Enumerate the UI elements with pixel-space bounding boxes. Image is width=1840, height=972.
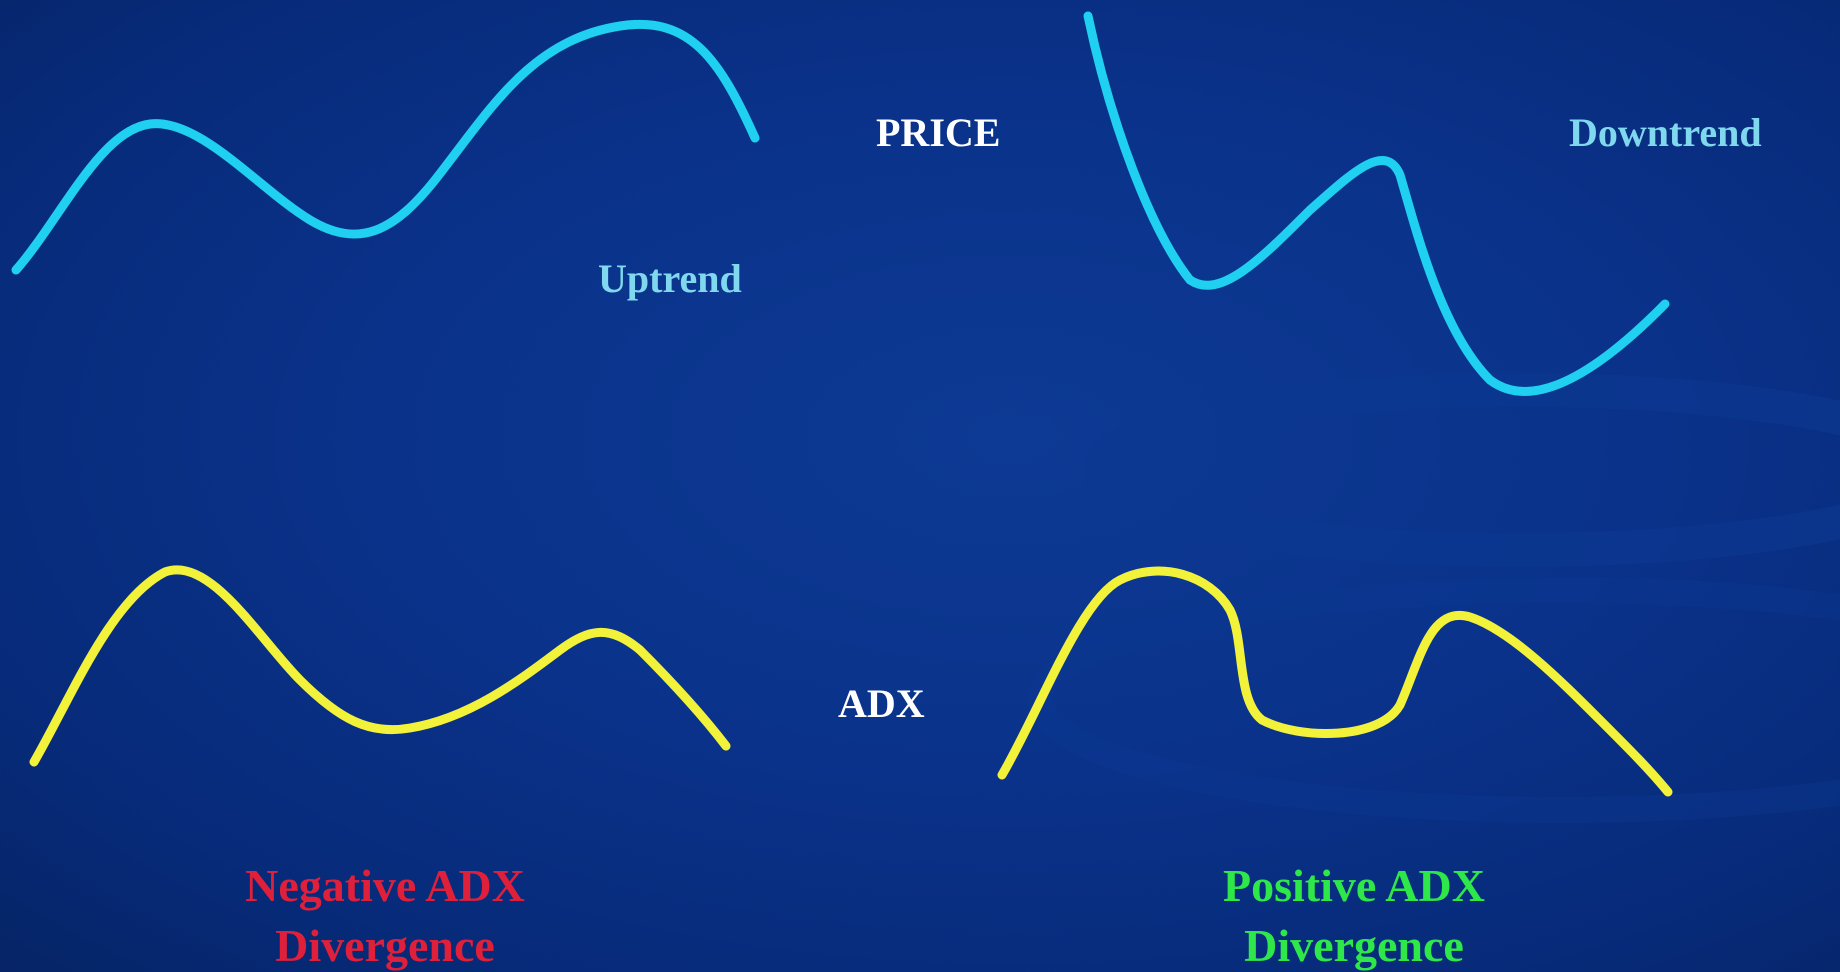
- negative-caption-line1: Negative ADX: [245, 860, 525, 911]
- negative-divergence-caption: Negative ADX Divergence: [155, 856, 615, 972]
- adx-label: ADX: [838, 681, 925, 726]
- positive-caption-line2: Divergence: [1244, 920, 1464, 971]
- downtrend-label: Downtrend: [1569, 110, 1762, 155]
- uptrend-label: Uptrend: [598, 256, 742, 301]
- background-swirl: [1027, 373, 1840, 823]
- downtrend-price-curve: [1083, 11, 1670, 396]
- positive-divergence-caption: Positive ADX Divergence: [1124, 856, 1584, 972]
- positive-caption-line1: Positive ADX: [1223, 860, 1485, 911]
- negative-caption-line2: Divergence: [275, 920, 495, 971]
- price-label: PRICE: [876, 110, 1001, 155]
- negative-adx-curve: [29, 565, 731, 767]
- positive-adx-curve: [997, 566, 1673, 797]
- uptrend-price-curve: [11, 20, 760, 275]
